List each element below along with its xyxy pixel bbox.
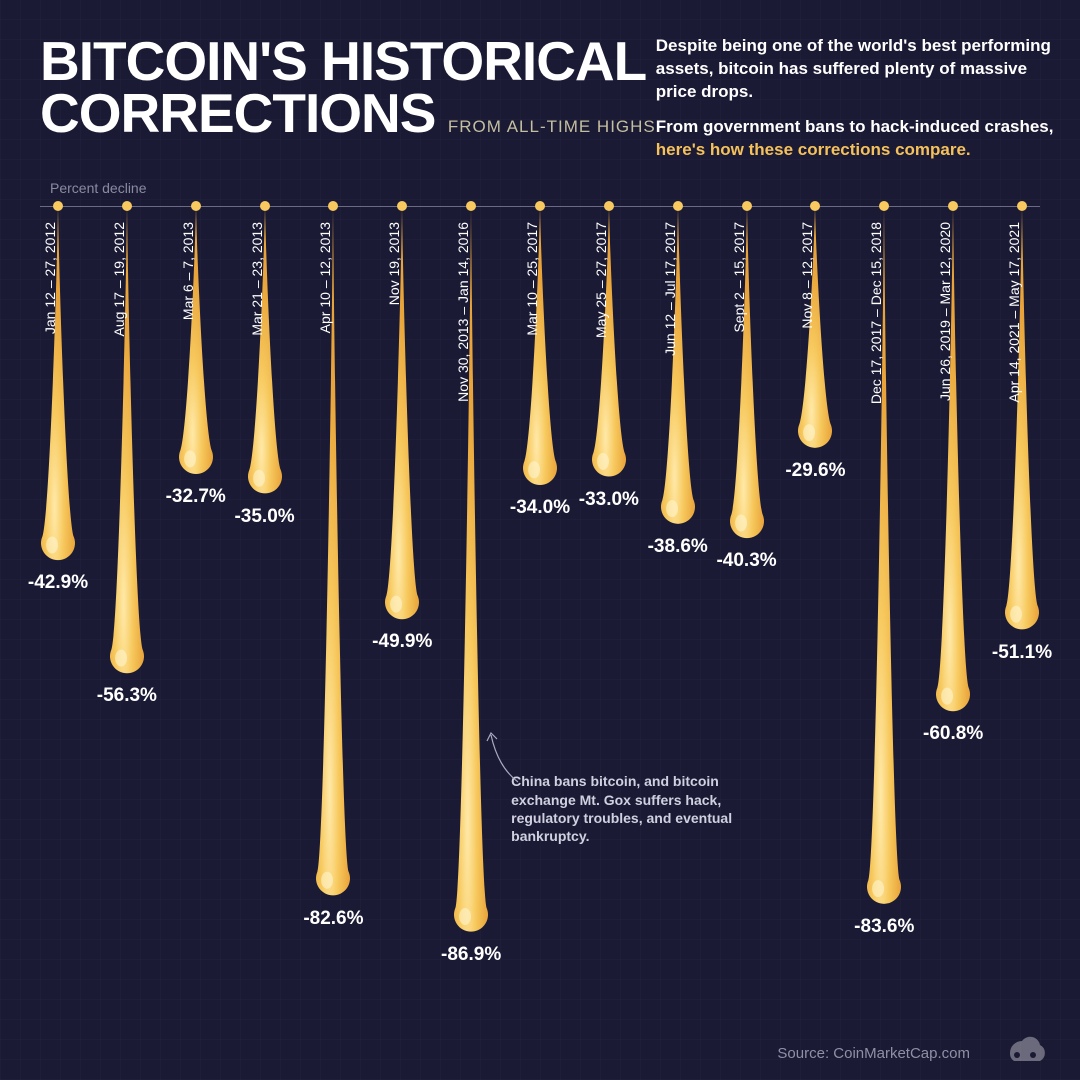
drop-pct-label: -40.3% xyxy=(716,550,776,572)
drop-pct-label: -49.9% xyxy=(372,631,432,653)
blurb-paragraph-1: Despite being one of the world's best pe… xyxy=(656,35,1056,104)
correction-drop: Mar 10 – 25, 2017-34.0% xyxy=(515,200,565,493)
drop-date-label: Sept 2 – 15, 2017 xyxy=(731,222,747,333)
correction-drop: Jun 12 – Jul 17, 2017-38.6% xyxy=(653,200,703,532)
blurb-highlight: here's how these corrections compare. xyxy=(656,140,971,159)
drop-pct-label: -33.0% xyxy=(579,489,639,511)
correction-drop: Sept 2 – 15, 2017-40.3% xyxy=(722,200,772,546)
drop-date-label: May 25 – 27, 2017 xyxy=(593,222,609,338)
page-title-line1: BITCOIN'S HISTORICAL xyxy=(40,35,656,87)
drop-pct-label: -42.9% xyxy=(28,572,88,594)
drop-pct-label: -38.6% xyxy=(648,536,708,558)
correction-drop: Apr 14, 2021 – May 17, 2021-51.1% xyxy=(997,200,1047,638)
correction-drop: Mar 21 – 23, 2013-35.0% xyxy=(240,200,290,502)
chart-annotation: China bans bitcoin, and bitcoin exchange… xyxy=(511,772,771,845)
drop-date-label: Apr 14, 2021 – May 17, 2021 xyxy=(1006,222,1022,403)
correction-drop: May 25 – 27, 2017-33.0% xyxy=(584,200,634,485)
correction-drop: Dec 17, 2017 – Dec 15, 2018-83.6% xyxy=(859,200,909,912)
drop-date-label: Mar 10 – 25, 2017 xyxy=(524,222,540,336)
title-block: BITCOIN'S HISTORICAL CORRECTIONS FROM AL… xyxy=(40,35,656,140)
correction-drop: Nov 8 – 12, 2017-29.6% xyxy=(790,200,840,456)
drop-pct-label: -82.6% xyxy=(303,908,363,930)
corrections-chart: Jan 12 – 27, 2012-42.9% Aug 17 – 19, 201… xyxy=(40,200,1040,980)
correction-drop: Aug 17 – 19, 2012-56.3% xyxy=(102,200,152,681)
drop-pct-label: -51.1% xyxy=(992,642,1052,664)
page-title-line2: CORRECTIONS xyxy=(40,82,435,144)
source-attribution: Source: CoinMarketCap.com xyxy=(777,1045,970,1062)
brand-logo-icon xyxy=(995,1023,1055,1068)
drop-pct-label: -32.7% xyxy=(166,486,226,508)
drop-date-label: Jun 26, 2019 – Mar 12, 2020 xyxy=(937,222,953,401)
drop-pct-label: -35.0% xyxy=(234,506,294,528)
drop-date-label: Nov 19, 2013 xyxy=(386,222,402,305)
drop-date-label: Mar 6 – 7, 2013 xyxy=(180,222,196,320)
drop-pct-label: -29.6% xyxy=(785,460,845,482)
blurb-2a: From government bans to hack-induced cra… xyxy=(656,117,1054,136)
correction-drop: Nov 19, 2013-49.9% xyxy=(377,200,427,627)
drop-date-label: Mar 21 – 23, 2013 xyxy=(249,222,265,336)
drop-pct-label: -34.0% xyxy=(510,497,570,519)
intro-blurb: Despite being one of the world's best pe… xyxy=(656,35,1056,174)
annotation-arrow-icon xyxy=(483,727,533,787)
correction-drop: Apr 10 – 12, 2013-82.6% xyxy=(308,200,358,904)
drop-date-label: Jun 12 – Jul 17, 2017 xyxy=(662,222,678,356)
correction-drop: Jan 12 – 27, 2012-42.9% xyxy=(33,200,83,568)
drop-pct-label: -60.8% xyxy=(923,723,983,745)
correction-drop: Jun 26, 2019 – Mar 12, 2020-60.8% xyxy=(928,200,978,719)
drop-date-label: Aug 17 – 19, 2012 xyxy=(111,222,127,336)
blurb-paragraph-2: From government bans to hack-induced cra… xyxy=(656,116,1056,162)
page-subtitle: FROM ALL-TIME HIGHS xyxy=(448,117,656,137)
drop-date-label: Nov 8 – 12, 2017 xyxy=(799,222,815,329)
y-axis-label: Percent decline xyxy=(50,180,147,196)
drop-date-label: Dec 17, 2017 – Dec 15, 2018 xyxy=(868,222,884,404)
drop-date-label: Nov 30, 2013 – Jan 14, 2016 xyxy=(455,222,471,402)
drop-date-label: Apr 10 – 12, 2013 xyxy=(317,222,333,333)
correction-drop: Nov 30, 2013 – Jan 14, 2016-86.9% xyxy=(446,200,496,940)
drop-date-label: Jan 12 – 27, 2012 xyxy=(42,222,58,334)
drop-pct-label: -56.3% xyxy=(97,685,157,707)
drop-pct-label: -83.6% xyxy=(854,916,914,938)
correction-drop: Mar 6 – 7, 2013-32.7% xyxy=(171,200,221,482)
drop-pct-label: -86.9% xyxy=(441,944,501,966)
